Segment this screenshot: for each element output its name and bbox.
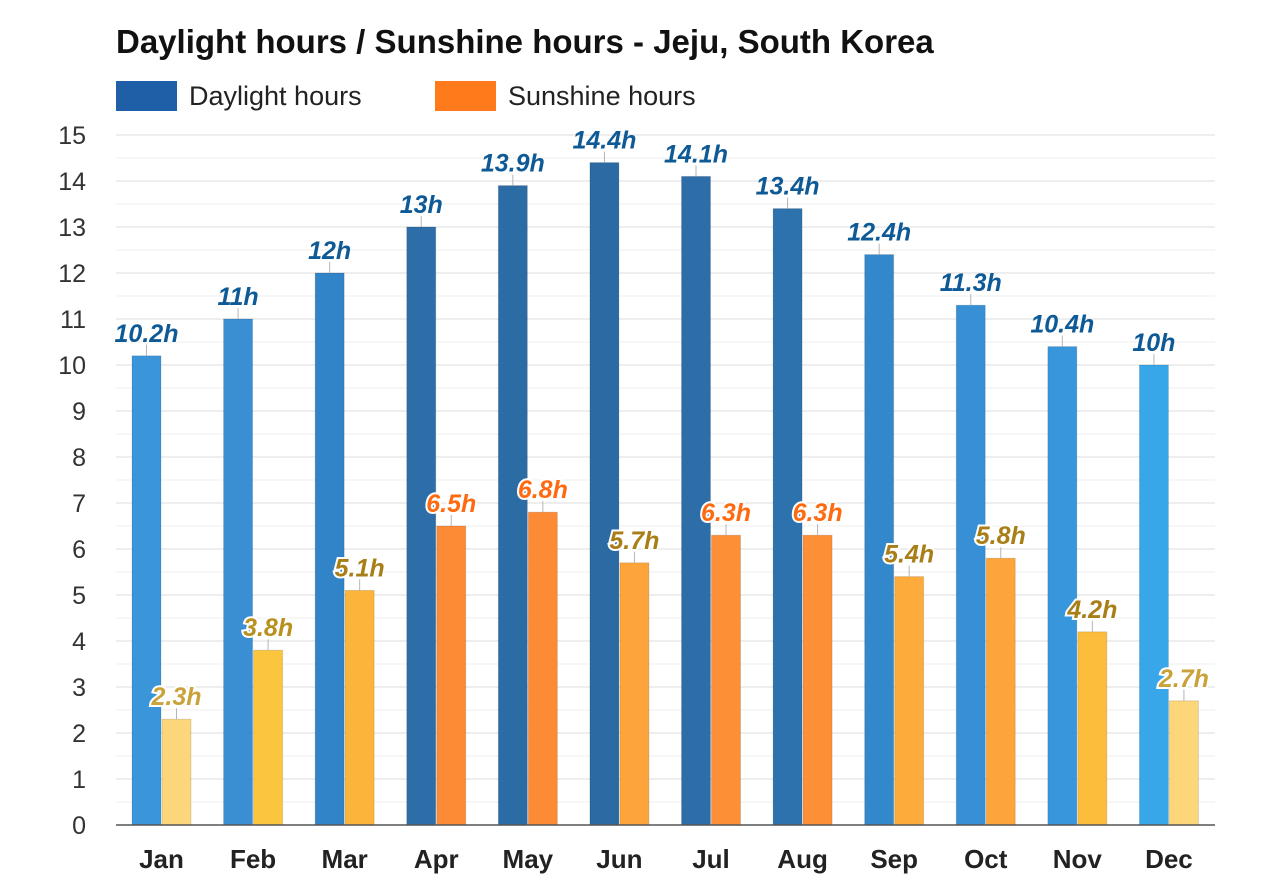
y-tick-label: 5	[72, 582, 86, 610]
x-tick-label-oct: Oct	[964, 844, 1008, 874]
data-label-daylight: 14.4h	[572, 127, 636, 155]
y-tick-label: 7	[72, 490, 86, 518]
data-label-sunshine: 6.3h	[701, 499, 751, 527]
data-label-daylight: 10.4h	[1030, 311, 1094, 339]
data-label-daylight: 10h	[1132, 329, 1175, 357]
legend-swatch-daylight	[116, 81, 177, 111]
y-tick-label: 13	[58, 214, 86, 242]
y-tick-label: 15	[58, 122, 86, 150]
x-tick-label-feb: Feb	[230, 844, 276, 874]
legend-swatch-sunshine	[435, 81, 496, 111]
data-label-sunshine: 3.8h	[243, 614, 293, 642]
bar-daylight-sep	[864, 254, 895, 826]
y-tick-label: 11	[60, 306, 86, 334]
x-tick-label-dec: Dec	[1145, 844, 1193, 874]
x-tick-label-jan: Jan	[139, 844, 184, 874]
data-label-daylight: 12.4h	[847, 219, 911, 247]
data-label-sunshine: 5.4h	[884, 541, 934, 569]
bar-daylight-feb	[223, 318, 254, 826]
bar-sunshine-nov	[1077, 631, 1108, 826]
bar-daylight-oct	[955, 304, 986, 826]
x-tick-label-may: May	[503, 844, 554, 874]
data-label-sunshine: 6.8h	[518, 476, 568, 504]
data-label-sunshine: 2.7h	[1158, 665, 1209, 693]
legend: Daylight hours Sunshine hours	[116, 81, 696, 111]
gridlines	[116, 134, 1215, 826]
data-label-sunshine: 4.2h	[1066, 596, 1117, 624]
x-tick-label-jul: Jul	[692, 844, 730, 874]
data-label-sunshine: 5.1h	[335, 554, 385, 582]
legend-label-daylight: Daylight hours	[189, 81, 362, 111]
y-tick-label: 12	[58, 260, 86, 288]
x-tick-label-jun: Jun	[596, 844, 642, 874]
data-label-daylight: 11.3h	[940, 269, 1002, 297]
bar-sunshine-may	[527, 511, 558, 826]
data-label-sunshine: 6.3h	[793, 499, 843, 527]
bar-daylight-mar	[314, 272, 345, 826]
bar-daylight-dec	[1138, 364, 1169, 826]
bar-daylight-may	[497, 185, 528, 826]
bar-daylight-nov	[1047, 346, 1078, 826]
bar-daylight-jun	[589, 162, 620, 826]
bar-sunshine-aug	[802, 534, 833, 826]
bar-sunshine-sep	[894, 576, 925, 826]
y-tick-label: 4	[72, 628, 86, 656]
data-label-daylight: 10.2h	[115, 320, 179, 348]
bar-sunshine-jul	[711, 534, 741, 826]
y-tick-label: 9	[72, 398, 86, 426]
y-tick-label: 0	[72, 812, 86, 840]
data-label-daylight: 13h	[400, 191, 443, 219]
bar-sunshine-mar	[344, 589, 375, 826]
data-labels: 10.2h 11h 12h 13h 13.9h 14.4h 14.1h 13.4h 12.4h 1…	[115, 127, 1211, 714]
y-tick-label: 2	[72, 720, 86, 748]
chart-title: Daylight hours / Sunshine hours - Jeju, …	[116, 23, 934, 60]
data-label-daylight: 12h	[308, 237, 351, 265]
y-tick-label: 3	[72, 674, 86, 702]
bar-sunshine-oct	[985, 557, 1016, 826]
data-label-sunshine: 5.8h	[976, 522, 1026, 550]
y-tick-label: 14	[58, 168, 86, 196]
legend-label-sunshine: Sunshine hours	[508, 81, 696, 111]
x-axis: Jan Feb Mar Apr May Jun Jul Aug Sep Oct Nov Dec	[139, 844, 1193, 874]
data-label-daylight: 13.4h	[756, 173, 820, 201]
data-label-daylight: 11h	[217, 283, 258, 311]
y-tick-label: 1	[72, 766, 86, 794]
data-label-sunshine: 6.5h	[426, 490, 476, 518]
bar-sunshine-feb	[253, 649, 284, 826]
x-tick-label-sep: Sep	[870, 844, 918, 874]
bar-daylight-aug	[772, 208, 803, 826]
bars	[131, 151, 1199, 826]
data-label-sunshine: 2.3h	[150, 683, 201, 711]
data-label-daylight: 14.1h	[664, 140, 728, 168]
bar-daylight-apr	[406, 226, 437, 826]
x-tick-label-apr: Apr	[414, 844, 459, 874]
data-label-sunshine: 5.7h	[609, 527, 659, 555]
bar-daylight-jan	[131, 355, 162, 826]
bar-sunshine-jan	[161, 718, 192, 826]
bar-sunshine-jun	[619, 562, 650, 826]
x-tick-label-mar: Mar	[322, 844, 368, 874]
x-tick-label-nov: Nov	[1053, 844, 1103, 874]
y-tick-label: 8	[72, 444, 86, 472]
data-label-daylight: 13.9h	[481, 150, 545, 178]
y-tick-label: 6	[72, 536, 86, 564]
bar-sunshine-dec	[1168, 700, 1199, 826]
bar-sunshine-apr	[436, 525, 467, 826]
x-tick-label-aug: Aug	[777, 844, 828, 874]
y-tick-label: 10	[58, 352, 86, 380]
